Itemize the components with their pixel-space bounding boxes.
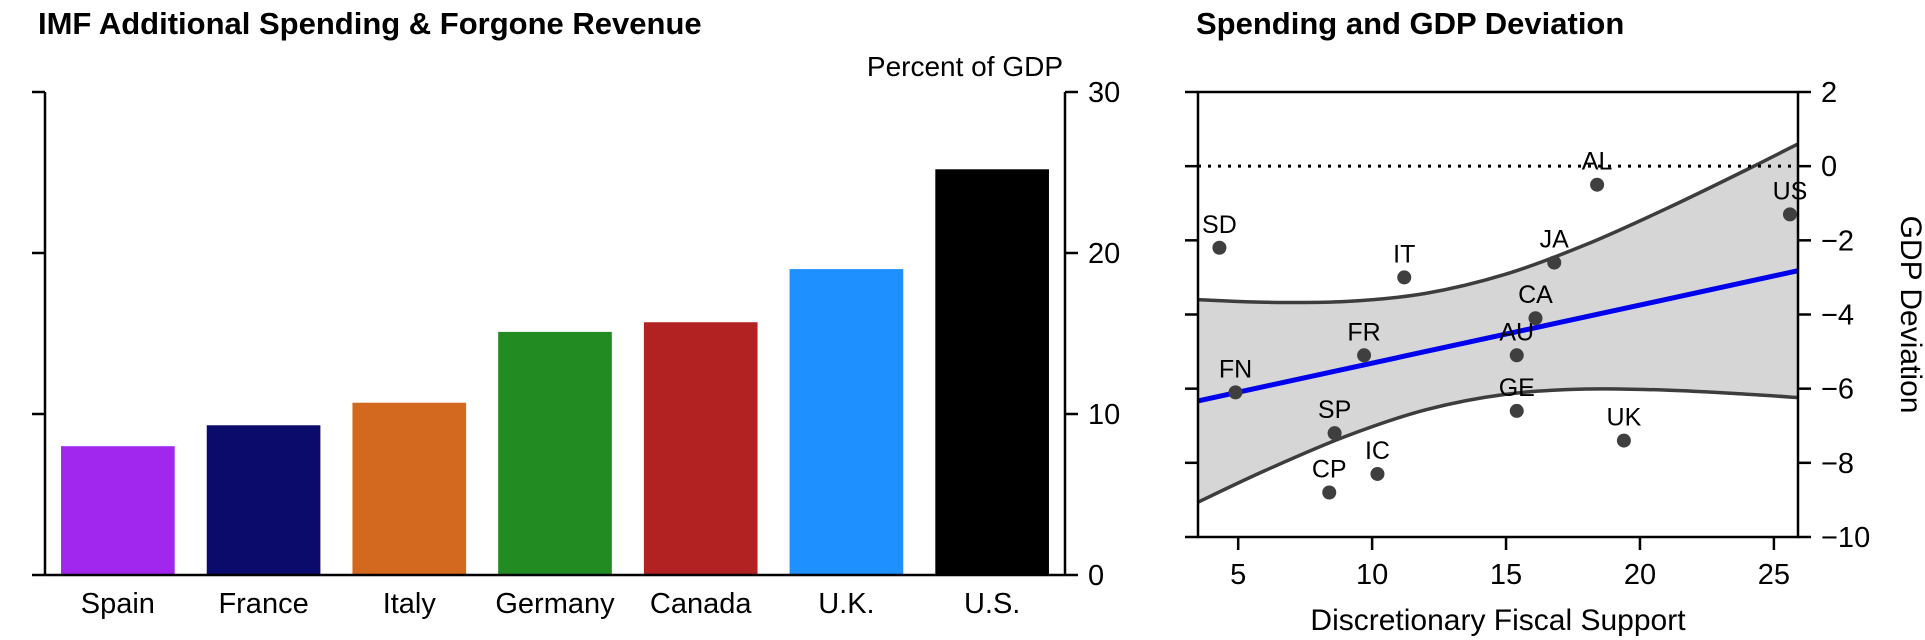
x-axis-label: Discretionary Fiscal Support	[1310, 604, 1686, 637]
bar-category-label: Spain	[81, 588, 155, 620]
point-label-UK: UK	[1607, 404, 1642, 432]
y-axis-label: GDP Deviation	[1894, 216, 1925, 414]
point-label-JA: JA	[1540, 226, 1570, 254]
point-label-GE: GE	[1499, 374, 1535, 402]
point-GE	[1509, 403, 1524, 418]
confidence-band	[1198, 143, 1798, 503]
bar-category-label: Germany	[495, 588, 615, 620]
bar-germany	[498, 331, 612, 575]
y-tick-label: 0	[1821, 151, 1837, 183]
regression-line	[1197, 268, 1799, 404]
bar-category-label: Canada	[650, 588, 752, 620]
point-CA	[1528, 311, 1543, 326]
point-FR	[1357, 348, 1372, 363]
band-lower-edge	[1197, 387, 1799, 504]
point-label-AU: AU	[1499, 318, 1534, 346]
bar-uk	[789, 269, 904, 575]
y-tick-label: 0	[1088, 560, 1104, 592]
x-tick-label: 25	[1758, 559, 1790, 591]
bar-spain	[61, 446, 175, 575]
y-tick-label: −10	[1821, 522, 1870, 554]
point-US	[1782, 207, 1797, 222]
y-tick-label: 20	[1088, 238, 1120, 270]
point-IT	[1397, 270, 1412, 285]
point-label-CA: CA	[1518, 281, 1553, 309]
y-tick-label: −6	[1821, 374, 1854, 406]
point-label-AL: AL	[1582, 148, 1613, 176]
point-label-US: US	[1773, 177, 1808, 205]
x-tick-label: 5	[1230, 559, 1246, 591]
scatter-chart-title: Spending and GDP Deviation	[1196, 6, 1625, 41]
bar-chart-title: IMF Additional Spending & Forgone Revenu…	[38, 6, 702, 41]
point-CP	[1322, 485, 1337, 500]
band-upper-edge	[1197, 142, 1799, 305]
x-tick-label: 15	[1490, 559, 1522, 591]
point-label-IT: IT	[1393, 240, 1415, 268]
bar-category-label: Italy	[383, 588, 437, 620]
y-tick-label: −4	[1821, 300, 1854, 332]
bar-us	[935, 169, 1049, 575]
y-tick-label: 10	[1088, 399, 1120, 431]
point-JA	[1547, 255, 1562, 270]
y-tick-label: −8	[1821, 448, 1854, 480]
point-label-SD: SD	[1202, 211, 1237, 239]
bar-france	[206, 425, 321, 575]
point-IC	[1370, 466, 1385, 481]
unit-label: Percent of GDP	[867, 51, 1063, 82]
point-label-CP: CP	[1312, 456, 1347, 484]
point-label-FN: FN	[1219, 355, 1252, 383]
point-label-SP: SP	[1318, 396, 1351, 424]
point-SP	[1327, 426, 1342, 441]
point-label-FR: FR	[1347, 318, 1380, 346]
bar-category-label: France	[218, 588, 308, 620]
point-AU	[1509, 348, 1524, 363]
point-label-IC: IC	[1365, 437, 1390, 465]
y-tick-label: −2	[1821, 225, 1854, 257]
point-UK	[1616, 433, 1631, 448]
bar-italy	[352, 402, 467, 575]
point-FN	[1228, 385, 1243, 400]
point-AL	[1590, 177, 1605, 192]
x-tick-label: 20	[1624, 559, 1656, 591]
x-tick-label: 10	[1356, 559, 1388, 591]
bar-canada	[643, 322, 758, 575]
y-tick-label: 30	[1088, 77, 1120, 109]
bar-category-label: U.K.	[818, 588, 874, 620]
point-SD	[1212, 240, 1227, 255]
y-tick-label: 2	[1821, 77, 1837, 109]
bar-category-label: U.S.	[964, 588, 1020, 620]
